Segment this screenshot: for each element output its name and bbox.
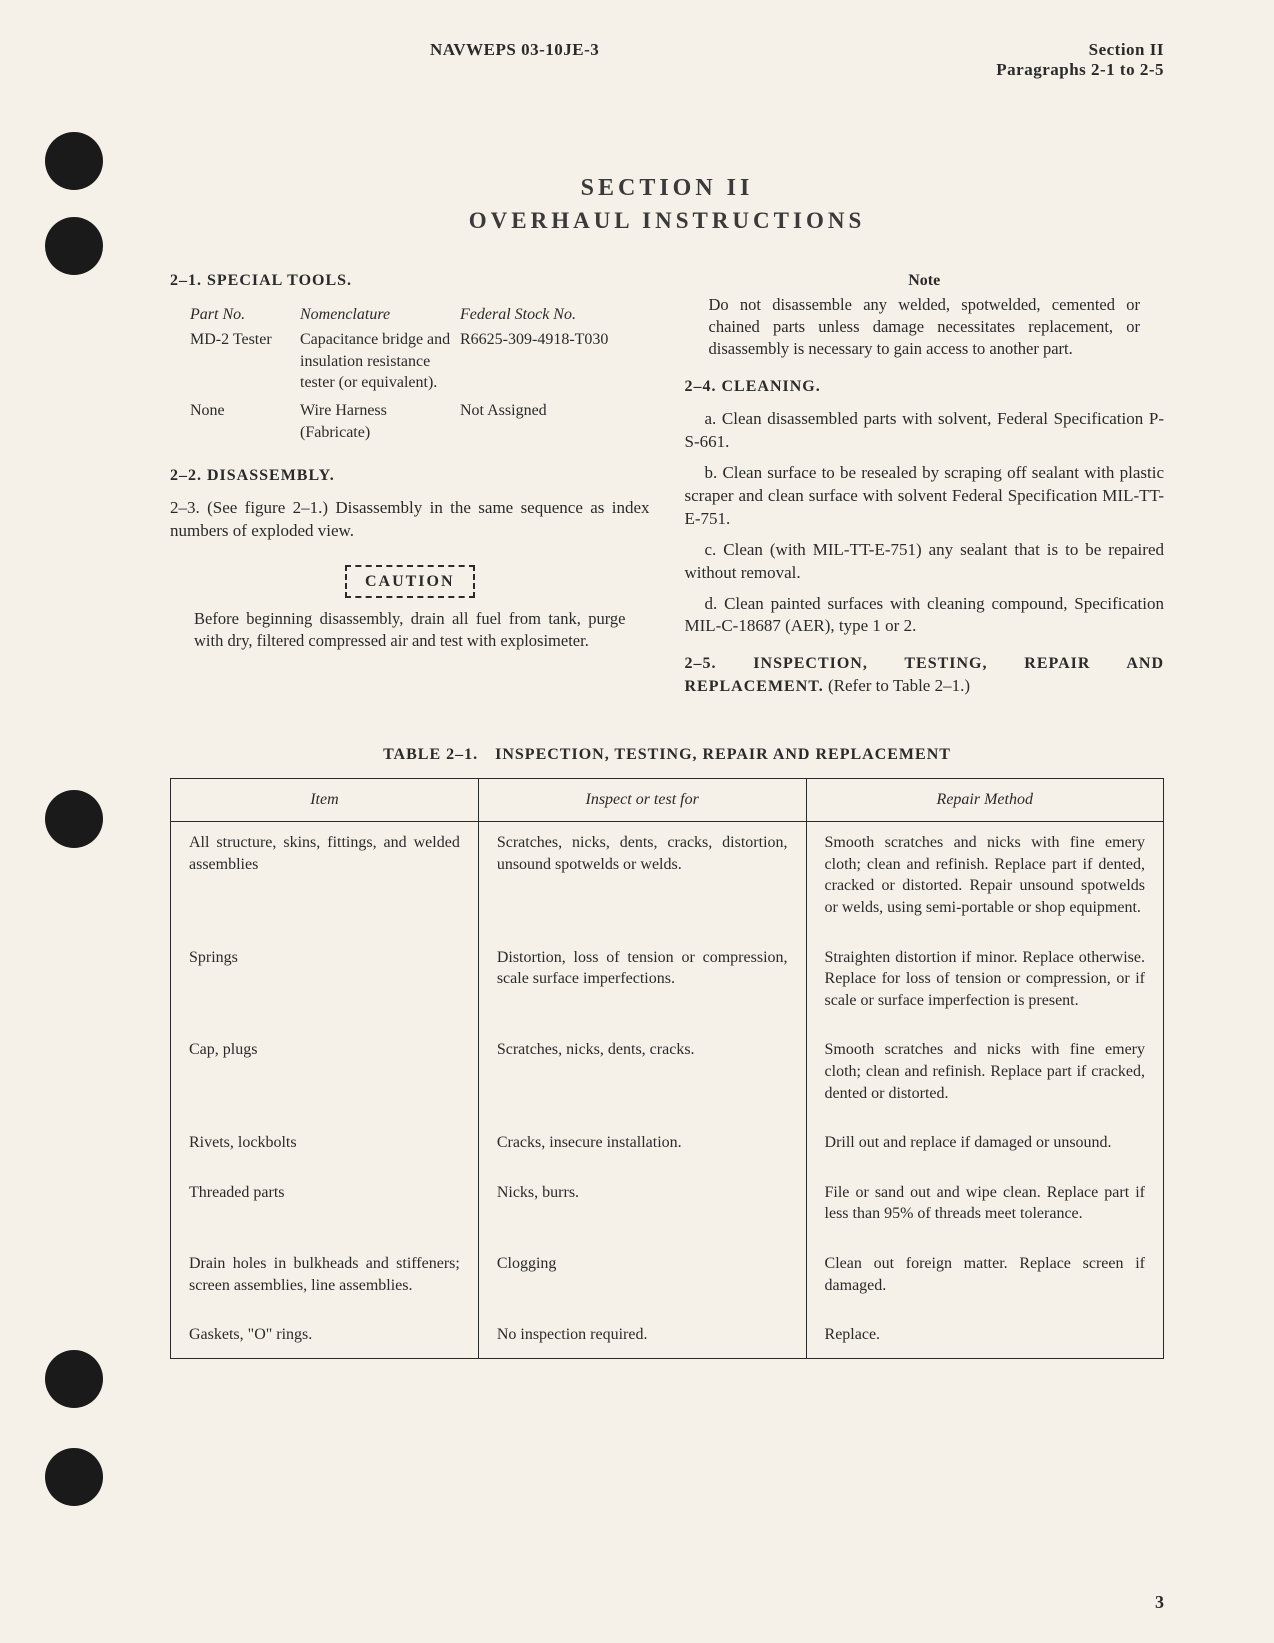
punch-hole xyxy=(45,1350,103,1408)
cleaning-d: d. Clean painted surfaces with cleaning … xyxy=(685,593,1165,639)
cleaning-a: a. Clean disassembled parts with solvent… xyxy=(685,408,1165,454)
th-repair: Repair Method xyxy=(806,779,1163,822)
td-inspect: Nicks, burrs. xyxy=(478,1172,806,1243)
td-inspect: Scratches, nicks, dents, cracks, distort… xyxy=(478,822,806,937)
tools-cell: Capacitance bridge and insulation resist… xyxy=(300,329,460,394)
punch-hole xyxy=(45,1448,103,1506)
punch-hole xyxy=(45,790,103,848)
cleaning-b: b. Clean surface to be resealed by scrap… xyxy=(685,462,1165,531)
cleaning-c: c. Clean (with MIL-TT-E-751) any sealant… xyxy=(685,539,1165,585)
tools-cell: Wire Harness (Fabricate) xyxy=(300,400,460,443)
inspection-table: Item Inspect or test for Repair Method A… xyxy=(170,778,1164,1359)
table-row: All structure, skins, fittings, and weld… xyxy=(171,822,1164,937)
note-label: Note xyxy=(685,270,1165,292)
td-repair: Clean out foreign matter. Replace screen… xyxy=(806,1243,1163,1314)
td-item: Threaded parts xyxy=(171,1172,479,1243)
tools-row: None Wire Harness (Fabricate) Not Assign… xyxy=(170,400,650,443)
td-inspect: Scratches, nicks, dents, cracks. xyxy=(478,1029,806,1122)
tools-col-fsn: Federal Stock No. xyxy=(460,304,650,326)
tools-col-nomenclature: Nomenclature xyxy=(300,304,460,326)
td-item: Springs xyxy=(171,937,479,1030)
section-label: Section II xyxy=(996,40,1164,60)
table-row: Drain holes in bulkheads and stiffeners;… xyxy=(171,1243,1164,1314)
section-title: SECTION II OVERHAUL INSTRUCTIONS xyxy=(170,175,1164,234)
td-repair: Replace. xyxy=(806,1314,1163,1358)
heading-tools: 2–1. SPECIAL TOOLS. xyxy=(170,270,650,292)
td-inspect: Distortion, loss of tension or compressi… xyxy=(478,937,806,1030)
td-repair: File or sand out and wipe clean. Replace… xyxy=(806,1172,1163,1243)
table-title: TABLE 2–1. INSPECTION, TESTING, REPAIR A… xyxy=(170,746,1164,764)
table-row: Gaskets, "O" rings. No inspection requir… xyxy=(171,1314,1164,1358)
table-row: Cap, plugs Scratches, nicks, dents, crac… xyxy=(171,1029,1164,1122)
table-row: Threaded parts Nicks, burrs. File or san… xyxy=(171,1172,1164,1243)
td-item: Gaskets, "O" rings. xyxy=(171,1314,479,1358)
td-inspect: Cracks, insecure installation. xyxy=(478,1122,806,1172)
punch-hole xyxy=(45,217,103,275)
page-header: NAVWEPS 03-10JE-3 Section II Paragraphs … xyxy=(170,40,1164,80)
heading-disassembly: 2–2. DISASSEMBLY. xyxy=(170,465,650,487)
td-repair: Smooth scratches and nicks with fine eme… xyxy=(806,822,1163,937)
caution-box-wrap: CAUTION xyxy=(170,551,650,609)
th-inspect: Inspect or test for xyxy=(478,779,806,822)
table-row: Springs Distortion, loss of tension or c… xyxy=(171,937,1164,1030)
page: NAVWEPS 03-10JE-3 Section II Paragraphs … xyxy=(0,0,1274,1643)
para-disassembly: 2–3. (See figure 2–1.) Disassembly in th… xyxy=(170,497,650,543)
note-body: Do not disassemble any welded, spotwelde… xyxy=(709,294,1141,361)
td-item: Drain holes in bulkheads and stiffeners;… xyxy=(171,1243,479,1314)
caution-body: Before beginning disassembly, drain all … xyxy=(194,608,626,653)
section-number: SECTION II xyxy=(170,175,1164,202)
td-item: All structure, skins, fittings, and weld… xyxy=(171,822,479,937)
section-name: OVERHAUL INSTRUCTIONS xyxy=(170,208,1164,234)
doc-id: NAVWEPS 03-10JE-3 xyxy=(430,40,599,80)
caution-label: CAUTION xyxy=(345,565,475,599)
td-repair: Straighten distortion if minor. Replace … xyxy=(806,937,1163,1030)
td-inspect: No inspection required. xyxy=(478,1314,806,1358)
heading-cleaning: 2–4. CLEANING. xyxy=(685,376,1165,398)
tools-col-partno: Part No. xyxy=(170,304,300,326)
tools-cell: None xyxy=(170,400,300,443)
tools-cell: MD-2 Tester xyxy=(170,329,300,394)
tools-table-header: Part No. Nomenclature Federal Stock No. xyxy=(170,304,650,326)
table-row: Rivets, lockbolts Cracks, insecure insta… xyxy=(171,1122,1164,1172)
body-columns: 2–1. SPECIAL TOOLS. Part No. Nomenclatur… xyxy=(170,270,1164,706)
tools-cell: R6625-309-4918-T030 xyxy=(460,329,650,394)
td-item: Rivets, lockbolts xyxy=(171,1122,479,1172)
td-item: Cap, plugs xyxy=(171,1029,479,1122)
left-column: 2–1. SPECIAL TOOLS. Part No. Nomenclatur… xyxy=(170,270,650,706)
td-repair: Smooth scratches and nicks with fine eme… xyxy=(806,1029,1163,1122)
page-number: 3 xyxy=(1155,1592,1164,1613)
tools-row: MD-2 Tester Capacitance bridge and insul… xyxy=(170,329,650,394)
heading-inspection: 2–5. INSPECTION, TESTING, REPAIR AND REP… xyxy=(685,652,1165,698)
right-column: Note Do not disassemble any welded, spot… xyxy=(685,270,1165,706)
th-item: Item xyxy=(171,779,479,822)
punch-hole xyxy=(45,132,103,190)
td-inspect: Clogging xyxy=(478,1243,806,1314)
header-right: Section II Paragraphs 2-1 to 2-5 xyxy=(996,40,1164,80)
table-header-row: Item Inspect or test for Repair Method xyxy=(171,779,1164,822)
heading-inspection-rest: (Refer to Table 2–1.) xyxy=(824,676,970,695)
tools-cell: Not Assigned xyxy=(460,400,650,443)
paragraph-range: Paragraphs 2-1 to 2-5 xyxy=(996,60,1164,80)
td-repair: Drill out and replace if damaged or unso… xyxy=(806,1122,1163,1172)
